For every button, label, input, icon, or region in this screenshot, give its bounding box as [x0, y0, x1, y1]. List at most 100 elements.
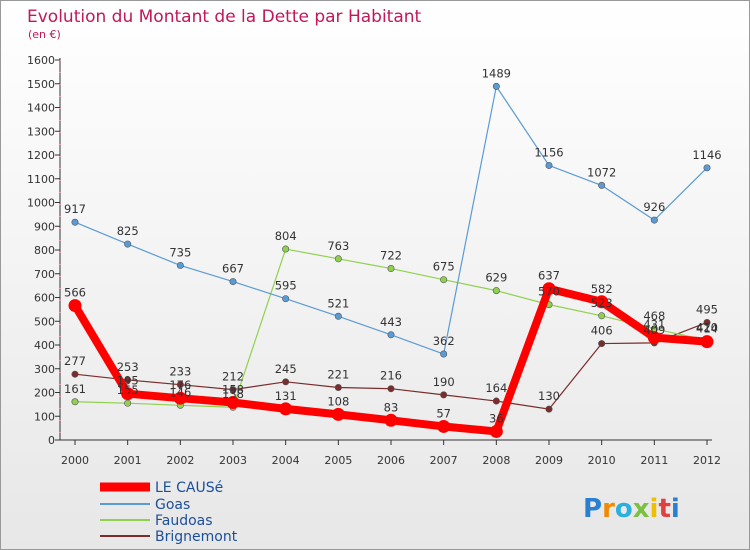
data-labels: 566 195 176 158 131 108 83 57 36 637 582 431 414 917 8…: [64, 66, 722, 425]
data-point: [703, 164, 711, 172]
data-point: [68, 299, 82, 313]
x-tick-label: 2006: [377, 454, 405, 467]
data-label: 570: [538, 285, 560, 299]
y-tick-label: 500: [34, 315, 55, 328]
data-label: 146: [169, 385, 191, 399]
y-tick-label: 400: [34, 339, 55, 352]
data-label: 420: [696, 320, 718, 334]
data-point: [226, 395, 240, 409]
data-label: 637: [538, 269, 560, 283]
data-label: 667: [222, 262, 244, 276]
legend-label: Goas: [155, 497, 190, 513]
data-point: [387, 385, 395, 393]
y-tick-label: 200: [34, 387, 55, 400]
y-tick-label: 100: [34, 410, 55, 423]
logo-letter: t: [658, 494, 670, 524]
data-label: 521: [327, 296, 349, 310]
y-tick-label: 700: [34, 268, 55, 281]
data-label: 804: [275, 229, 297, 243]
data-point: [492, 397, 500, 405]
data-point: [282, 295, 290, 303]
data-point: [545, 405, 553, 413]
data-label: 414: [696, 322, 718, 336]
data-label: 131: [275, 389, 297, 403]
x-tick-label: 2003: [219, 454, 247, 467]
data-point: [176, 261, 184, 269]
legend-item: Brignemont: [100, 529, 238, 545]
data-label: 595: [275, 279, 297, 293]
data-point: [387, 331, 395, 339]
data-point: [71, 398, 79, 406]
x-tick-label: 2007: [430, 454, 458, 467]
data-label: 1156: [534, 145, 563, 159]
data-point: [542, 282, 556, 296]
logo-letter: r: [602, 494, 615, 524]
data-label: 825: [117, 224, 139, 238]
data-label: 161: [64, 382, 86, 396]
logo-letter: o: [615, 494, 633, 524]
data-label: 1146: [692, 148, 721, 162]
x-tick-label: 2001: [114, 454, 142, 467]
data-point: [176, 381, 184, 389]
data-label: 443: [380, 315, 402, 329]
data-label: 83: [384, 400, 399, 414]
data-label: 406: [591, 324, 613, 338]
data-point: [598, 181, 606, 189]
data-point: [703, 318, 711, 326]
data-point: [598, 340, 606, 348]
data-label: 675: [433, 260, 455, 274]
data-point: [647, 331, 661, 345]
legend-item: Faudoas: [100, 513, 213, 529]
series-layer: 566 195 176 158 131 108 83 57 36 637 582 431 414 917 8…: [64, 66, 722, 438]
data-point: [440, 391, 448, 399]
data-point: [650, 216, 658, 224]
data-label: 763: [327, 239, 349, 253]
data-point: [71, 370, 79, 378]
data-point: [489, 424, 503, 438]
data-point: [437, 419, 451, 433]
y-tick-label: 1500: [27, 78, 55, 91]
axes: 0 100 200 300 400 500 600 700 800 900 1000 1100 1200…: [27, 54, 721, 467]
data-point: [229, 386, 237, 394]
data-label: 926: [643, 200, 665, 214]
data-point: [173, 391, 187, 405]
logo-letter: P: [583, 494, 602, 524]
legend-item: LE CAUSé: [100, 480, 223, 496]
data-point: [387, 265, 395, 273]
y-tick-label: 1300: [27, 125, 55, 138]
series-1: [71, 82, 711, 358]
data-point: [124, 399, 132, 407]
data-label: 138: [222, 387, 244, 401]
logo-letter: x: [633, 494, 650, 524]
data-label: 495: [696, 302, 718, 316]
x-tick-label: 2011: [640, 454, 668, 467]
data-label: 468: [643, 309, 665, 323]
data-point: [124, 376, 132, 384]
y-tick-label: 1400: [27, 102, 55, 115]
data-label: 221: [327, 368, 349, 382]
data-point: [545, 161, 553, 169]
data-label: 735: [169, 245, 191, 259]
x-tick-label: 2010: [588, 454, 616, 467]
data-label: 253: [117, 360, 139, 374]
data-label: 582: [591, 282, 613, 296]
data-point: [492, 82, 500, 90]
chart-title: Evolution du Montant de la Dette par Hab…: [27, 7, 422, 27]
data-label: 566: [64, 286, 86, 300]
y-tick-label: 1600: [27, 54, 55, 67]
data-point: [595, 295, 609, 309]
data-point: [334, 384, 342, 392]
data-label: 155: [117, 383, 139, 397]
data-point: [282, 378, 290, 386]
series-0: [68, 282, 714, 438]
data-label: 1072: [587, 165, 616, 179]
y-tick-label: 1000: [27, 197, 55, 210]
data-label: 409: [643, 323, 665, 337]
x-tick-label: 2002: [166, 454, 194, 467]
chart-subtitle: (en €): [28, 28, 61, 41]
data-label: 216: [380, 369, 402, 383]
data-point: [334, 312, 342, 320]
data-label: 36: [489, 411, 504, 425]
